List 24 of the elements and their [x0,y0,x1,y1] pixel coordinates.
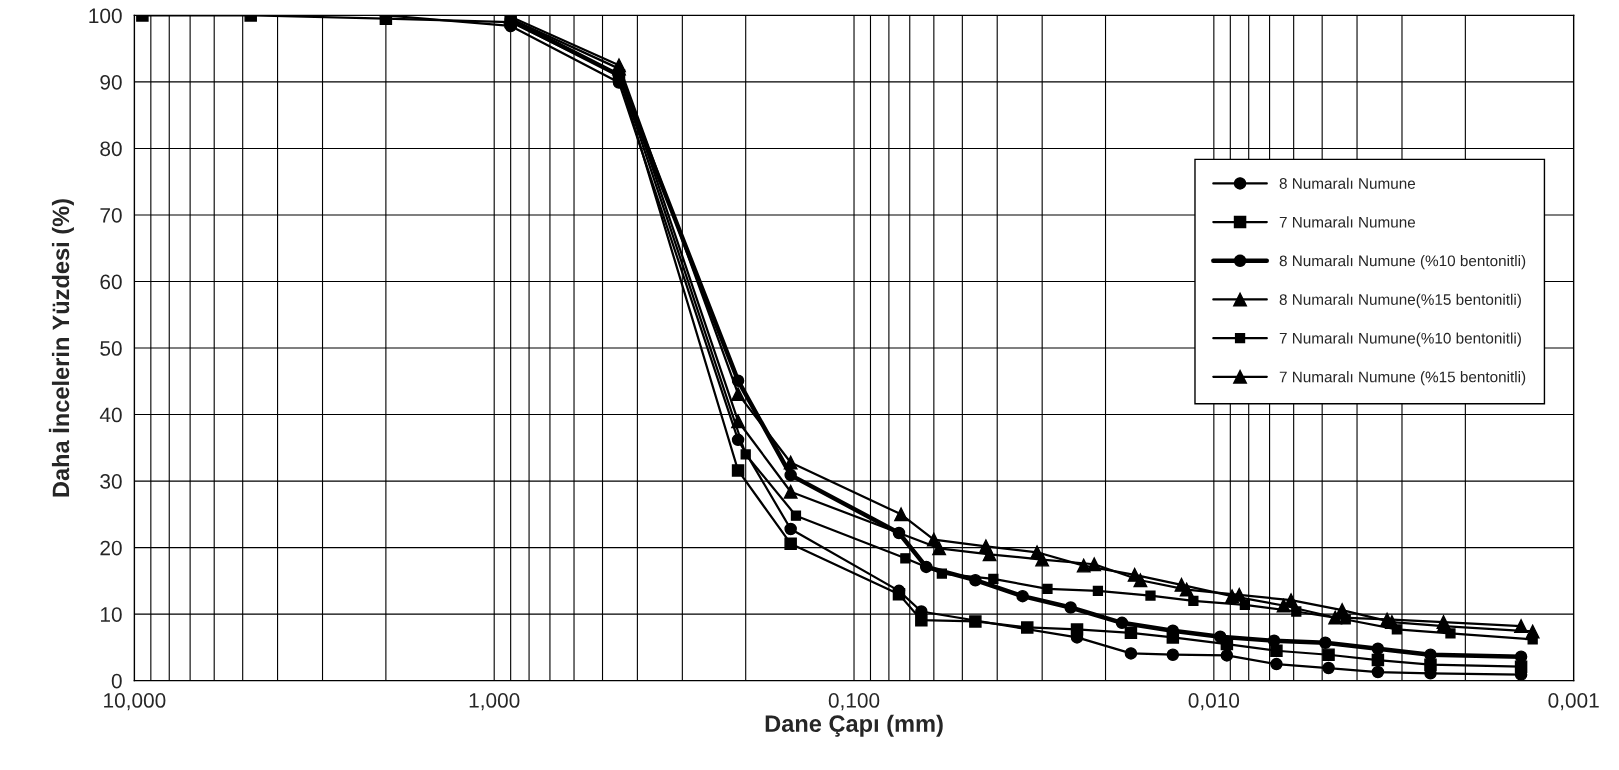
y-tick-label: 40 [99,407,122,423]
x-tick-label: 1,000 [469,693,520,711]
y-tick-label: 80 [100,141,122,157]
y-tick-label: 20 [100,540,122,556]
x-tick-label: 0,001 [1548,693,1599,711]
y-tick-label: 10 [100,607,122,622]
x-axis-title: Dane Çapı (mm) [765,714,943,737]
y-tick-label: 60 [100,274,122,290]
legend-label: 8 Numaralı Numune (%10 bentonitli) [1279,255,1526,270]
x-tick-label: 0,100 [828,693,880,711]
y-tick-label: 100 [89,8,122,24]
x-tick-label: 0,010 [1188,693,1240,711]
legend-label: 8 Numaralı Numune [1279,177,1416,189]
y-tick-label: 70 [100,207,122,223]
y-tick-label: 0 [111,673,122,689]
legend-label: 7 Numaralı Numune(%10 bentonitli) [1279,332,1521,347]
y-tick-label: 50 [100,341,122,356]
y-axis-title: Daha İncelerin Yüzdesi (%) [48,199,74,497]
x-tick-label: 10,000 [104,693,166,711]
legend-label: 7 Numaralı Numune (%15 bentonitli) [1279,371,1526,386]
legend-label: 7 Numaralı Numune [1279,216,1416,228]
y-tick-label: 30 [100,474,122,489]
legend-label: 8 Numaralı Numune(%15 bentonitli) [1279,293,1521,308]
y-tick-label: 90 [100,74,122,90]
